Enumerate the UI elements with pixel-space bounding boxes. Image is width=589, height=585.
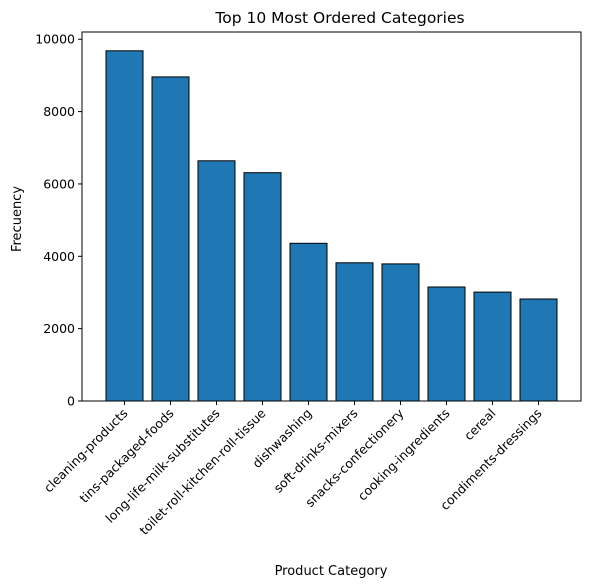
y-tick-label: 2000: [43, 321, 75, 336]
chart-title: Top 10 Most Ordered Categories: [214, 9, 464, 27]
bar-condiments-dressings: [519, 298, 558, 402]
x-tick-label: cooking-ingredients: [355, 406, 453, 504]
bar-dishwashing: [289, 242, 328, 402]
y-tick-label: 0: [67, 394, 75, 409]
x-axis-ticks: cleaning-productstins-packaged-foodslong…: [41, 401, 545, 538]
bar-snacks-confectionery: [381, 263, 420, 402]
x-axis-label: Product Category: [275, 564, 388, 579]
y-axis-label: Frecuency: [10, 186, 25, 252]
x-tick-label: cleaning-products: [41, 406, 131, 496]
y-tick-label: 8000: [43, 104, 75, 119]
bar-long-life-milk-substitutes: [197, 160, 236, 402]
y-tick-label: 4000: [43, 249, 75, 264]
bars-layer: [105, 50, 558, 402]
bar-cooking-ingredients: [427, 286, 466, 402]
bar-cleaning-products: [105, 50, 144, 402]
y-tick-label: 10000: [35, 32, 75, 47]
y-tick-label: 6000: [43, 176, 75, 191]
x-tick-label: soft-drinks-mixers: [270, 406, 360, 496]
x-tick-label: cereal: [461, 406, 499, 444]
bar-tins-packaged-foods: [151, 76, 190, 402]
bar-cereal: [473, 291, 512, 402]
y-axis-ticks: 0 2000 4000 6000 8000 10000: [35, 32, 82, 409]
plot-frame: [81, 31, 582, 402]
bar-soft-drinks-mixers: [335, 262, 374, 402]
bar-toilet-roll-kitchen-roll-tissue: [243, 172, 282, 402]
